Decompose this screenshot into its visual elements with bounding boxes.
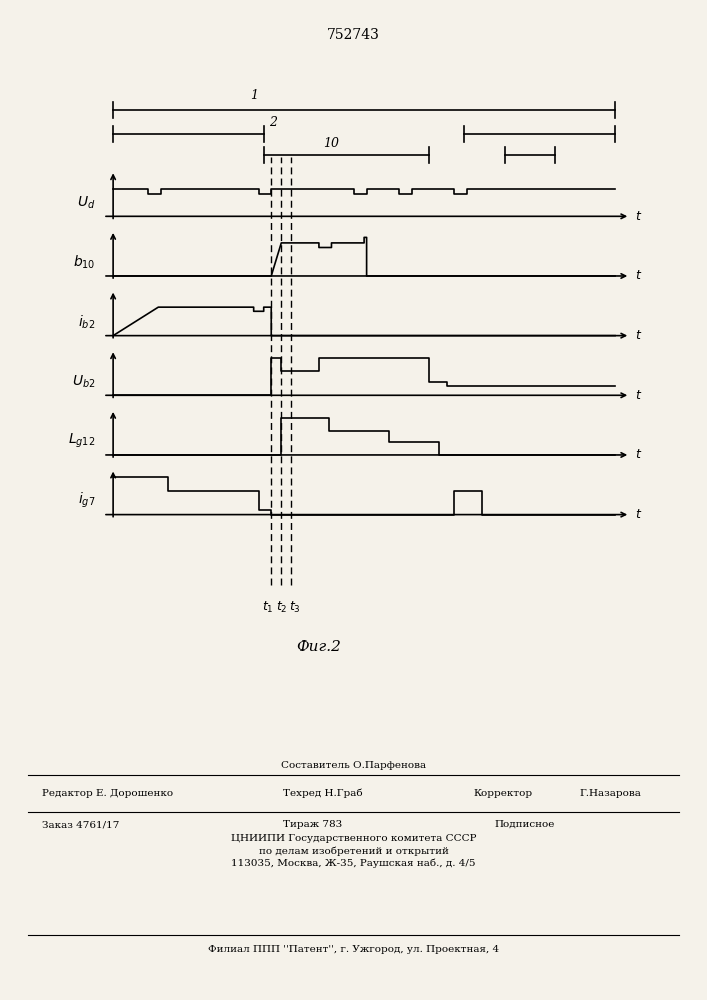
Text: Корректор: Корректор xyxy=(474,789,533,798)
Text: $t$: $t$ xyxy=(635,329,643,342)
Text: ЦНИИПИ Государственного комитета СССР: ЦНИИПИ Государственного комитета СССР xyxy=(230,834,477,843)
Text: $t$: $t$ xyxy=(635,389,643,402)
Text: $t$: $t$ xyxy=(635,448,643,461)
Text: $t_3$: $t_3$ xyxy=(289,600,300,615)
Text: $b_{10}$: $b_{10}$ xyxy=(73,254,95,271)
Text: Заказ 4761/17: Заказ 4761/17 xyxy=(42,820,119,829)
Text: Составитель О.Парфенова: Составитель О.Парфенова xyxy=(281,761,426,770)
Text: Подписное: Подписное xyxy=(495,820,555,829)
Text: 2: 2 xyxy=(269,116,276,129)
Text: $U_d$: $U_d$ xyxy=(77,195,95,211)
Text: $U_{b2}$: $U_{b2}$ xyxy=(72,374,95,390)
Text: $t$: $t$ xyxy=(635,508,643,521)
Text: $i_{g7}$: $i_{g7}$ xyxy=(78,490,95,510)
Text: Г.Назарова: Г.Назарова xyxy=(580,789,642,798)
Text: 752743: 752743 xyxy=(327,28,380,42)
Text: по делам изобретений и открытий: по делам изобретений и открытий xyxy=(259,846,448,856)
Text: $t$: $t$ xyxy=(635,269,643,282)
Text: Фиг.2: Фиг.2 xyxy=(296,640,341,654)
Text: $L_{g12}$: $L_{g12}$ xyxy=(68,432,95,450)
Text: $t_1$: $t_1$ xyxy=(262,600,274,615)
Text: $t$: $t$ xyxy=(635,210,643,223)
Text: $i_{b2}$: $i_{b2}$ xyxy=(78,313,95,331)
Text: $t_2$: $t_2$ xyxy=(276,600,287,615)
Text: 10: 10 xyxy=(324,137,339,150)
Text: Редактор Е. Дорошенко: Редактор Е. Дорошенко xyxy=(42,789,173,798)
Text: 113035, Москва, Ж-35, Раушская наб., д. 4/5: 113035, Москва, Ж-35, Раушская наб., д. … xyxy=(231,858,476,867)
Text: Филиал ППП ''Патент'', г. Ужгород, ул. Проектная, 4: Филиал ППП ''Патент'', г. Ужгород, ул. П… xyxy=(208,945,499,954)
Text: Техред Н.Граб: Техред Н.Граб xyxy=(283,789,363,798)
Text: 1: 1 xyxy=(250,89,257,102)
Text: Тираж 783: Тираж 783 xyxy=(283,820,342,829)
